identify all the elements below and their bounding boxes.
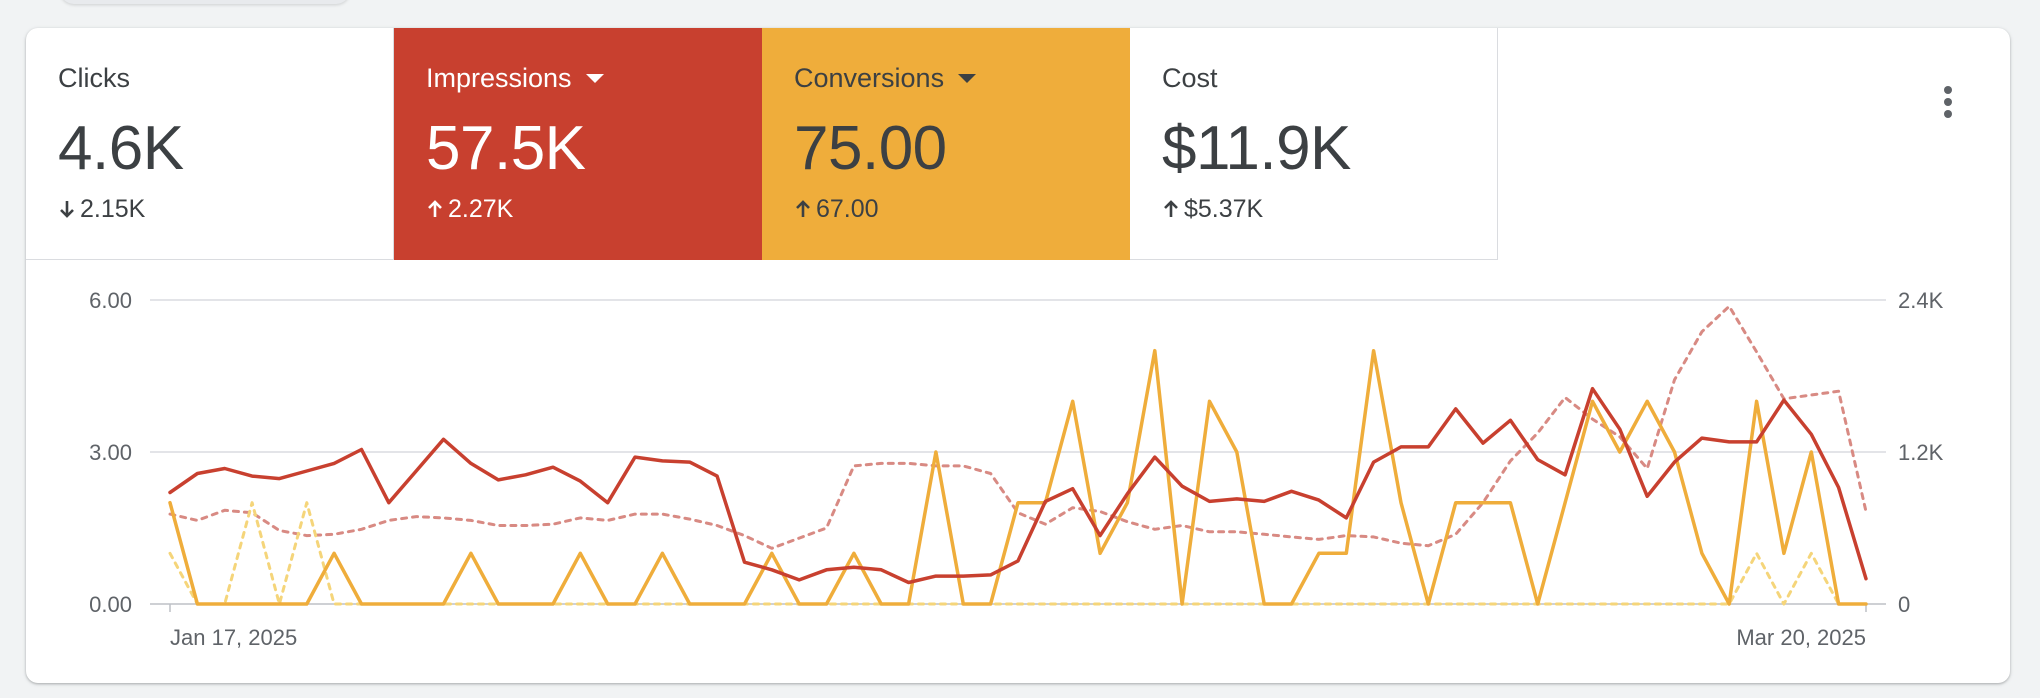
more-vert-icon[interactable]: [1926, 80, 1970, 124]
right-axis-tick-label: 2.4K: [1898, 288, 1944, 313]
metric-conversions[interactable]: Conversions 75.00 67.00: [762, 28, 1130, 260]
metric-clicks-value: 4.6K: [58, 114, 184, 183]
metric-conversions-label: Conversions: [794, 62, 1130, 94]
metric-clicks-change-value: 2.15K: [80, 195, 146, 223]
background-tab: [60, 0, 350, 4]
metric-cost-change: $5.37K: [1162, 194, 1497, 224]
metric-conversions-change-value: 67.00: [816, 195, 879, 223]
metric-conversions-change: 67.00: [794, 194, 1130, 224]
arrow-up-icon: [1164, 200, 1178, 217]
metric-impressions-value: 57.5K: [426, 114, 586, 183]
more-dot: [1944, 86, 1952, 94]
arrow-down-icon: [60, 201, 74, 218]
metric-conversions-value: 75.00: [794, 114, 947, 183]
arrow-up-icon: [428, 200, 442, 217]
more-dot: [1944, 98, 1952, 106]
metric-impressions-change-value: 2.27K: [448, 195, 514, 223]
performance-chart: 0.00 0 3.00 1.2K 6.00 2.4K Jan 17, 2025 Mar 20,…: [89, 288, 1944, 650]
x-axis-start-label: Jan 17, 2025: [170, 625, 297, 650]
metric-cost[interactable]: Cost $11.9K $5.37K: [1130, 28, 1498, 260]
left-axis-tick-label: 3.00: [89, 440, 132, 465]
performance-card: Clicks 4.6K 2.15K Impressions 57.5K 2.27…: [26, 28, 2010, 683]
arrow-drop-down-icon[interactable]: [585, 73, 604, 83]
series-line-conversions-previous: [168, 501, 1868, 606]
metric-impressions-label-text: Impressions: [426, 63, 572, 93]
series-line-impressions-previous: [168, 304, 1868, 550]
right-axis-tick-label: 0: [1898, 592, 1910, 617]
arrow-up-icon: [796, 200, 810, 217]
left-axis-tick-label: 0.00: [89, 592, 132, 617]
metric-clicks-change: 2.15K: [58, 194, 393, 224]
series-line-impressions: [168, 386, 1868, 585]
metric-impressions-change: 2.27K: [426, 194, 762, 224]
metric-cost-label: Cost: [1162, 63, 1218, 93]
left-axis-tick-label: 6.00: [89, 288, 132, 313]
metric-clicks-label: Clicks: [58, 63, 130, 93]
metric-impressions[interactable]: Impressions 57.5K 2.27K: [394, 28, 762, 260]
metric-impressions-label: Impressions: [426, 62, 762, 94]
metric-tabs: Clicks 4.6K 2.15K Impressions 57.5K 2.27…: [26, 28, 1498, 260]
x-axis-end-label: Mar 20, 2025: [1736, 625, 1866, 650]
metric-clicks[interactable]: Clicks 4.6K 2.15K: [26, 28, 394, 260]
right-axis-tick-label: 1.2K: [1898, 440, 1944, 465]
arrow-drop-down-icon[interactable]: [958, 73, 977, 83]
series-line-conversions: [168, 348, 1868, 606]
more-dot: [1944, 110, 1952, 118]
metric-cost-change-value: $5.37K: [1184, 195, 1264, 223]
metric-cost-value: $11.9K: [1162, 114, 1351, 183]
metric-conversions-label-text: Conversions: [794, 63, 945, 93]
